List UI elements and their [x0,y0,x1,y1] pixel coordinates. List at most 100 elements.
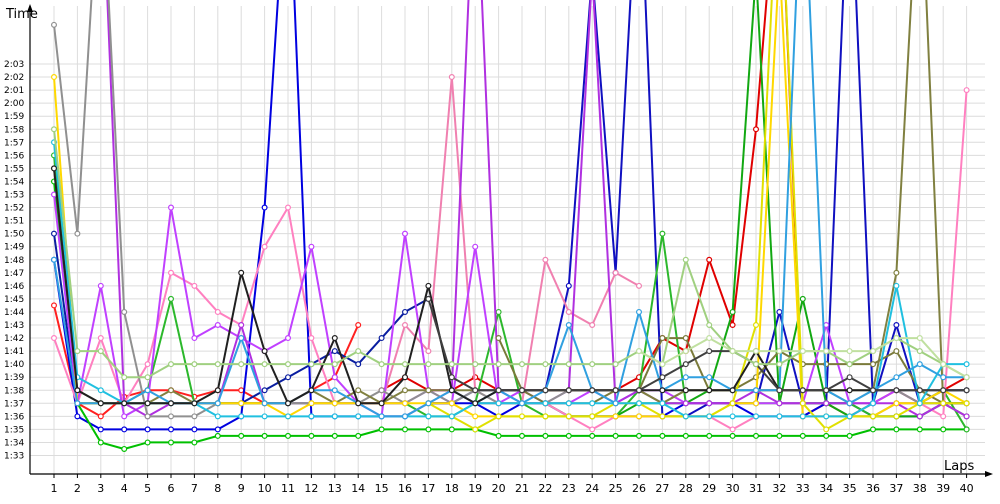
data-point [659,432,666,439]
data-point [823,400,830,407]
x-tick-label: 34 [819,482,833,495]
data-point [495,308,502,315]
data-point [682,256,689,263]
data-point [495,413,502,420]
data-point [425,361,432,368]
data-point [425,400,432,407]
series-7 [472,0,970,420]
series-3 [50,0,970,433]
data-point [963,87,970,94]
data-point [612,400,619,407]
series-line [106,0,968,418]
data-point [402,374,409,381]
data-point [425,426,432,433]
data-point [238,322,245,329]
data-point [612,432,619,439]
x-tick-label: 4 [121,482,128,495]
data-point [752,126,759,133]
data-point [214,432,221,439]
data-point [74,400,81,407]
data-point [50,335,57,342]
data-point [823,432,830,439]
data-point [518,400,525,407]
data-point [144,413,151,420]
data-point [308,413,315,420]
data-point [97,413,104,420]
y-tick-label: 1:39 [4,373,24,383]
series-line [53,305,360,418]
data-point [893,413,900,420]
x-tick-label: 37 [889,482,903,495]
y-tick-label: 1:42 [4,334,24,344]
data-point [402,322,409,329]
data-point [495,335,502,342]
data-point [916,426,923,433]
data-point [425,413,432,420]
data-point [963,400,970,407]
data-point [331,413,338,420]
data-point [331,348,338,355]
data-point [893,322,900,329]
y-tick-label: 1:47 [4,269,24,279]
data-point [144,387,151,394]
data-point [191,335,198,342]
data-point [378,335,385,342]
data-point [168,387,175,394]
data-point [706,374,713,381]
data-point [425,387,432,394]
data-point [612,413,619,420]
data-point [191,400,198,407]
data-point [706,335,713,342]
data-point [472,413,479,420]
y-tick-label: 1:59 [4,112,24,122]
data-point [331,335,338,342]
y-tick-label: 1:35 [4,425,24,435]
data-point [518,361,525,368]
x-tick-label: 6 [168,482,175,495]
data-point [823,387,830,394]
data-point [378,361,385,368]
data-point [565,361,572,368]
x-tick-label: 28 [679,482,693,495]
data-point [706,256,713,263]
data-point [355,361,362,368]
x-tick-label: 1 [51,482,58,495]
data-point [752,348,759,355]
data-point [402,361,409,368]
data-point [612,387,619,394]
series-11 [50,191,970,420]
x-tick-label: 17 [421,482,435,495]
data-point [144,374,151,381]
data-point [846,387,853,394]
data-point [729,308,736,315]
data-point [402,400,409,407]
series-line [427,298,967,392]
y-tick-label: 1:34 [4,438,24,448]
data-point [495,400,502,407]
data-point [518,387,525,394]
data-point [542,432,549,439]
y-tick-label: 1:50 [4,230,24,240]
data-point [50,230,57,237]
data-point [425,348,432,355]
data-point [308,432,315,439]
data-point [121,426,128,433]
data-point [940,400,947,407]
data-point [495,361,502,368]
data-point [191,282,198,289]
data-point [168,400,175,407]
data-point [752,361,759,368]
data-point [448,426,455,433]
data-point [74,387,81,394]
data-point [97,400,104,407]
data-point [261,361,268,368]
data-point [331,400,338,407]
data-point [776,361,783,368]
data-point [565,413,572,420]
data-point [50,21,57,28]
series-line [53,142,967,418]
data-point [940,361,947,368]
data-point [261,432,268,439]
x-tick-label: 18 [445,482,459,495]
